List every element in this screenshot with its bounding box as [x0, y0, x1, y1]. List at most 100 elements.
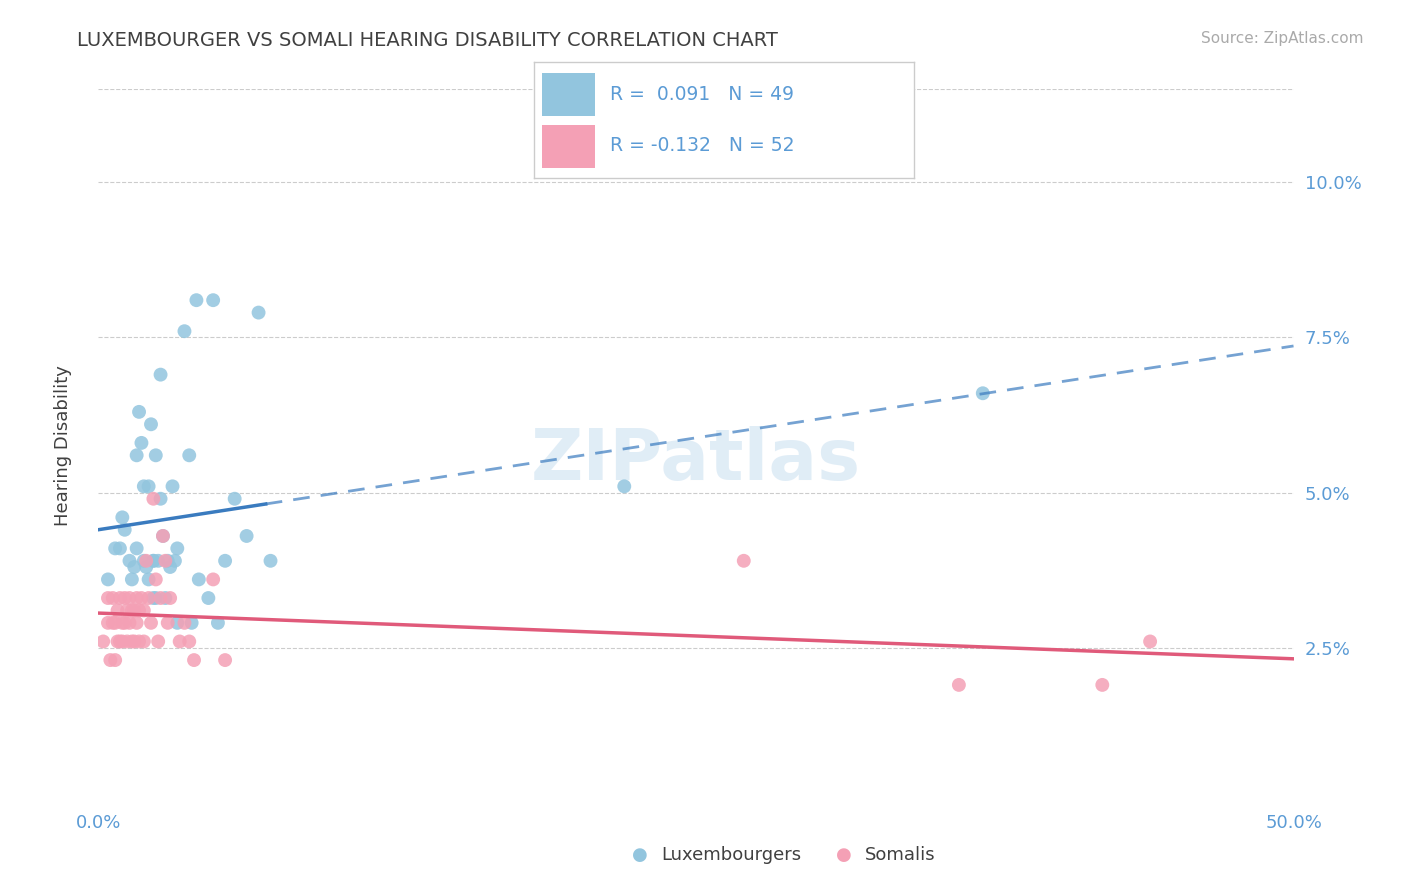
Point [159, 560, 181, 574]
Point [132, 479, 155, 493]
Point [125, 541, 148, 556]
Point [156, 554, 179, 568]
Point [97, 615, 120, 630]
Point [186, 293, 208, 308]
Point [142, 491, 165, 506]
Text: R = -0.132   N = 52: R = -0.132 N = 52 [610, 136, 794, 155]
Point [142, 554, 165, 568]
Point [91, 634, 114, 648]
Point [115, 603, 138, 617]
Point [104, 541, 127, 556]
Point [101, 591, 124, 605]
Point [138, 479, 160, 493]
Point [948, 678, 970, 692]
Point [132, 554, 155, 568]
Text: ●: ● [835, 846, 852, 863]
Point [173, 615, 195, 630]
Point [148, 634, 170, 648]
Point [156, 615, 179, 630]
Point [114, 615, 136, 630]
Point [149, 591, 172, 605]
Point [733, 554, 755, 568]
Point [180, 615, 202, 630]
Text: LUXEMBOURGER VS SOMALI HEARING DISABILITY CORRELATION CHART: LUXEMBOURGER VS SOMALI HEARING DISABILIT… [77, 31, 778, 50]
Point [108, 634, 131, 648]
Point [145, 573, 167, 587]
Point [149, 491, 172, 506]
Point [97, 573, 120, 587]
Point [121, 603, 143, 617]
Text: ●: ● [631, 846, 648, 863]
Point [128, 603, 150, 617]
Point [104, 653, 127, 667]
Point [97, 591, 120, 605]
Point [115, 634, 138, 648]
Point [166, 541, 188, 556]
Point [207, 615, 229, 630]
Point [118, 591, 141, 605]
Point [145, 591, 167, 605]
Point [247, 305, 270, 319]
Text: Hearing Disability: Hearing Disability [55, 366, 72, 526]
Point [259, 554, 281, 568]
Point [152, 529, 174, 543]
Point [125, 591, 148, 605]
Point [173, 324, 195, 338]
Point [114, 523, 136, 537]
Point [132, 603, 155, 617]
Point [202, 573, 225, 587]
Point [111, 510, 134, 524]
Point [124, 560, 146, 574]
Point [162, 479, 184, 493]
Point [1139, 634, 1161, 648]
Point [124, 603, 146, 617]
Point [613, 479, 636, 493]
Point [114, 591, 136, 605]
Point [101, 615, 124, 630]
Point [132, 634, 155, 648]
Point [224, 491, 246, 506]
Point [179, 448, 201, 462]
Point [118, 554, 141, 568]
FancyBboxPatch shape [541, 73, 595, 116]
Point [152, 529, 174, 543]
Point [166, 615, 188, 630]
Text: Somalis: Somalis [865, 846, 935, 863]
Point [135, 560, 157, 574]
Point [148, 554, 170, 568]
Point [159, 591, 181, 605]
Point [108, 541, 131, 556]
Text: Luxembourgers: Luxembourgers [661, 846, 801, 863]
Text: ZIPatlas: ZIPatlas [531, 425, 860, 495]
Point [128, 405, 150, 419]
Point [163, 554, 186, 568]
Point [121, 573, 143, 587]
Point [235, 529, 257, 543]
Point [118, 615, 141, 630]
Point [197, 591, 219, 605]
Point [139, 417, 162, 432]
Point [142, 591, 165, 605]
Point [149, 368, 172, 382]
Point [98, 653, 122, 667]
Point [111, 615, 134, 630]
Text: R =  0.091   N = 49: R = 0.091 N = 49 [610, 86, 794, 104]
Point [138, 573, 160, 587]
Point [124, 634, 146, 648]
Point [1091, 678, 1114, 692]
Point [121, 634, 143, 648]
Point [131, 436, 153, 450]
Point [155, 554, 177, 568]
Point [214, 554, 236, 568]
Point [142, 554, 165, 568]
Text: Source: ZipAtlas.com: Source: ZipAtlas.com [1201, 31, 1364, 46]
FancyBboxPatch shape [541, 125, 595, 168]
Point [183, 653, 205, 667]
Point [104, 615, 127, 630]
Point [187, 573, 209, 587]
Point [128, 634, 150, 648]
Point [145, 448, 167, 462]
Point [972, 386, 994, 401]
Point [138, 591, 160, 605]
Point [202, 293, 225, 308]
